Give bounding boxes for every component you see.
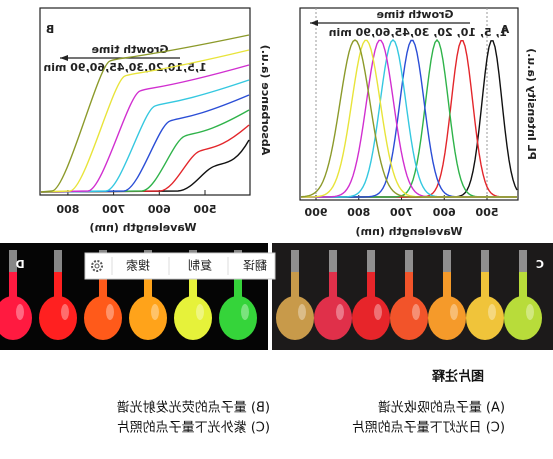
x-axis-title: Wavelength (nm): [90, 221, 197, 234]
flask-neck-liquid: [519, 272, 527, 297]
abs-curve: [40, 79, 250, 193]
x-tick-label: 500: [193, 203, 216, 216]
arrow-head: [60, 55, 68, 61]
pl-curve: [301, 39, 517, 198]
abs-curve: [40, 139, 250, 193]
flask-shine: [298, 304, 306, 320]
flask-neck-liquid: [443, 272, 451, 297]
flask-neck-liquid: [405, 272, 413, 297]
plot-frame: [299, 7, 519, 201]
flask-neck-liquid: [144, 272, 152, 297]
panel-label: D: [15, 258, 24, 271]
flask-neck-liquid: [99, 272, 107, 297]
pl-curve: [301, 40, 518, 198]
pl-curve: [301, 39, 517, 198]
flask-body: [39, 296, 77, 340]
flask-shine: [412, 304, 420, 320]
flask-body: [219, 296, 257, 340]
x-tick-label: 600: [432, 206, 455, 219]
flask-neck-liquid: [54, 272, 62, 297]
caption-line: (C) 紫外光下量子点的照片: [117, 420, 270, 436]
arrow-head: [310, 20, 318, 26]
pl-curve: [301, 39, 517, 198]
abs-curve: [40, 124, 250, 193]
pl-curve: [300, 39, 517, 198]
flask-neck-liquid: [367, 272, 375, 297]
flask-shine: [241, 304, 249, 320]
mirrored-content: A Growth time 1, 5, 10, 20, 30,45,60,90 …: [0, 7, 553, 436]
flask-neck-liquid: [329, 272, 337, 297]
flask-neck-liquid: [9, 272, 17, 297]
x-tick-label: 500: [475, 206, 498, 219]
flask-body: [390, 296, 428, 340]
panel-label: C: [536, 258, 544, 271]
abs-curve: [40, 64, 250, 193]
flask-neck-liquid: [234, 272, 242, 297]
flask-shine: [61, 304, 69, 320]
menu-item[interactable]: 搜索: [126, 258, 150, 273]
x-tick-label: 800: [56, 203, 79, 216]
x-tick-label: 600: [147, 203, 170, 216]
flask-body: [276, 296, 314, 340]
flask-shine: [526, 304, 534, 320]
flask-body: [0, 296, 32, 340]
y-axis-title: PL Intensity (a.u.): [525, 48, 538, 160]
x-tick-label: 900: [304, 206, 327, 219]
pl-curve: [301, 40, 517, 198]
flask-body: [314, 296, 352, 340]
flask-body: [84, 296, 122, 340]
flask-shine: [151, 304, 159, 320]
x-axis-title: Wavelength (nm): [356, 225, 463, 238]
flask-shine: [196, 304, 204, 320]
legend-text: 1, 5, 10, 20, 30,45,60,90 min: [329, 26, 508, 39]
flask-shine: [106, 304, 114, 320]
menu-item[interactable]: 复制: [188, 259, 212, 273]
x-tick-label: 800: [347, 206, 370, 219]
flask-shine: [488, 304, 496, 320]
panel-label: B: [46, 23, 54, 36]
flask-body: [129, 296, 167, 340]
flask-shine: [374, 304, 382, 320]
menu-item[interactable]: 翻译: [243, 259, 267, 273]
legend-title: Growth time: [376, 8, 453, 21]
flask-shine: [336, 304, 344, 320]
legend-title: Growth time: [91, 43, 168, 56]
flask-body: [352, 296, 390, 340]
panel-label: A: [500, 23, 509, 36]
abs-curve: [40, 94, 250, 193]
menu-bg: [84, 252, 276, 280]
flask-neck-liquid: [189, 272, 197, 297]
caption-line: (B) 量子点的荧光发射光谱: [117, 400, 270, 416]
flask-body: [174, 296, 212, 340]
flask-body: [466, 296, 504, 340]
plot-frame: [39, 7, 251, 196]
flask-shine: [450, 304, 458, 320]
caption-line: (C) 日光灯下量子点的照片: [352, 420, 505, 436]
legend-text: 1,5,10,20,30,45,60,90 min: [43, 61, 206, 74]
flask-shine: [16, 304, 24, 320]
panel-a: A Growth time 1, 5, 10, 20, 30,45,60,90 …: [299, 7, 538, 238]
flask-neck-liquid: [291, 272, 299, 297]
flask-neck-liquid: [481, 272, 489, 297]
abs-curve: [40, 109, 250, 193]
caption-line: (A) 量子点的吸收光谱: [378, 400, 505, 416]
flask-body: [428, 296, 466, 340]
pl-curve: [301, 38, 517, 198]
abs-curve: [40, 34, 250, 193]
panel-b: B Growth time 1,5,10,20,30,45,60,90 min …: [39, 7, 272, 234]
flask-body: [504, 296, 542, 340]
x-tick-label: 700: [390, 206, 413, 219]
abs-curve: [40, 49, 250, 193]
y-axis-title: Absorbance (a.u.): [259, 45, 272, 156]
pl-curve: [301, 39, 517, 198]
settings-icon[interactable]: [91, 260, 103, 272]
caption-title: 图片注释: [431, 369, 484, 385]
context-menu: 翻译 复制 搜索: [84, 252, 276, 280]
x-tick-label: 700: [102, 203, 125, 216]
photo-c: C: [272, 243, 553, 350]
